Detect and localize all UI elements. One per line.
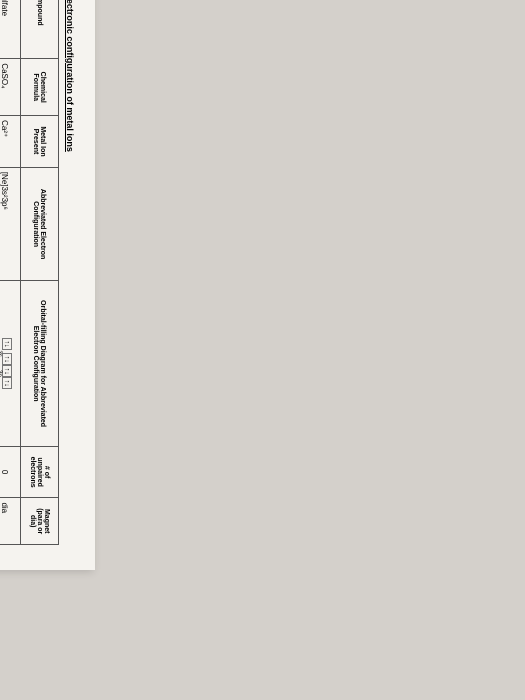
cell-magnet: dia [0,498,21,545]
cell-orbital: ↑↓ ↑↓↑↓↑↓3s 3p [0,281,21,446]
cell-ion: Ca²⁺ [0,116,21,168]
table-row: Calcium SulfateCaSO₄Ca²⁺[Ne]3s²3p⁶↑↓ ↑↓↑… [0,0,21,545]
table-body: Calcium SulfateCaSO₄Ca²⁺[Ne]3s²3p⁶↑↓ ↑↓↑… [0,0,21,545]
header-row: Compound Chemical Formula Metal Ion Pres… [21,0,59,545]
header-formula: Chemical Formula [21,59,59,116]
header-unpaired: # of unpaired electrons [21,446,59,498]
worksheet-page: Table 3. Electronic configuration of met… [0,0,95,570]
header-orbital: Orbital-filling Diagram for Abbreviated … [21,281,59,446]
header-abbrev: Abbreviated Electron Configuration [21,167,59,281]
header-magnet: Magnet (para or dia) [21,498,59,545]
cell-unpaired: 0 [0,446,21,498]
header-compound: Compound [21,0,59,59]
cell-formula: CaSO₄ [0,59,21,116]
cell-compound: Calcium Sulfate [0,0,21,59]
electron-config-table: Compound Chemical Formula Metal Ion Pres… [0,0,59,545]
table-title: Table 3. Electronic configuration of met… [65,0,75,545]
header-ion: Metal Ion Present [21,116,59,168]
cell-abbrev: [Ne]3s²3p⁶ [0,167,21,281]
